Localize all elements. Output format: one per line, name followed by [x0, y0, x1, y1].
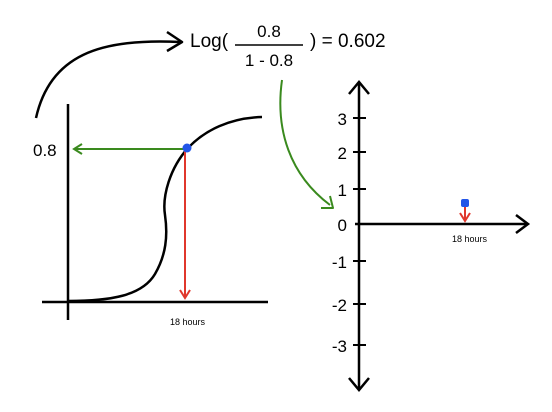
formula-denominator: 1 - 0.8: [245, 51, 293, 70]
curve-point: [182, 143, 192, 153]
tick-label-0: 0: [338, 216, 347, 235]
right-y-axis-top-arrow: [348, 80, 370, 95]
green-curved-arrow: [279, 79, 331, 206]
curved-arrow-head: [166, 30, 184, 53]
right-y-axis-bottom-arrow: [348, 377, 370, 392]
tick-label-neg3: -3: [332, 337, 347, 356]
left-y-value-label: 0.8: [33, 141, 57, 160]
tick-label-neg1: -1: [332, 253, 347, 272]
left-x-label: 18 hours: [170, 317, 206, 327]
right-plot-point: [461, 199, 469, 207]
right-x-label: 18 hours: [452, 234, 488, 244]
tick-label-2: 2: [338, 144, 347, 163]
formula-suffix: ) = 0.602: [310, 31, 386, 52]
right-x-axis-arrow: [515, 214, 531, 234]
formula-prefix: Log(: [190, 31, 229, 52]
tick-label-3: 3: [338, 110, 347, 129]
formula-numerator: 0.8: [257, 22, 281, 41]
tick-label-1: 1: [338, 181, 347, 200]
green-curved-arrow-head: [321, 195, 334, 209]
sigmoid-curve: [67, 115, 263, 303]
curved-arrow-to-formula: [34, 40, 181, 119]
tick-label-neg2: -2: [332, 296, 347, 315]
